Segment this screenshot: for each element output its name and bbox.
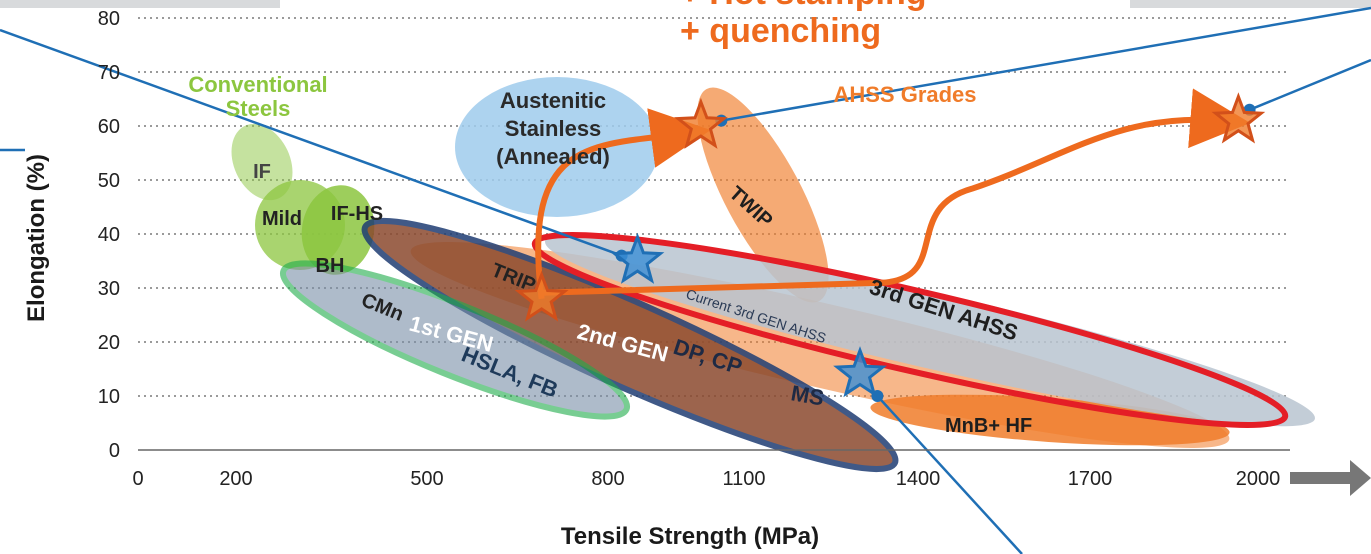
hot-stamping-arrows (535, 88, 1251, 300)
x-tick-label: 0 (132, 468, 143, 490)
1st-gen-region (279, 260, 631, 420)
star-orange-2 (674, 97, 728, 149)
x-axis-title: Tensile Strength (MPa) (561, 523, 819, 550)
conventional-steels-label: Conventional Steels (188, 72, 327, 121)
x-tick-label: 800 (591, 468, 624, 490)
ahss-grades-label: AHSS Grades (833, 82, 976, 107)
y-tick-label: 70 (98, 62, 120, 84)
y-tick-label: 30 (98, 278, 120, 300)
callout-line-1 (0, 28, 623, 257)
x-tick-label: 1100 (722, 468, 765, 490)
y-tick-label: 50 (98, 170, 120, 192)
y-tick-label: 20 (98, 332, 120, 354)
star-orange-1 (514, 270, 569, 322)
star-blue-2 (833, 346, 887, 398)
x-tick-label: 1400 (896, 468, 941, 490)
y-tick-label: 40 (98, 224, 120, 246)
mild-label: Mild (262, 208, 302, 230)
callout-line-3 (1249, 58, 1371, 111)
austenitic-region (455, 77, 659, 217)
y-tick-label: 0 (109, 440, 120, 462)
star-blue-1 (610, 232, 665, 284)
ms-label: MS (789, 380, 826, 410)
top-right-frame (1130, 0, 1371, 8)
callout-line-4 (876, 395, 1023, 554)
3rd-gen-region (531, 232, 1289, 428)
y-tick-label: 60 (98, 116, 120, 138)
mnb-hf-label: MnB+ HF (945, 415, 1032, 437)
y-tick-label: 10 (98, 386, 120, 408)
arrow-to-twip (535, 108, 711, 300)
if-region (231, 123, 293, 201)
x-tick-label: 500 (410, 468, 443, 490)
current-3rd-gen-region (545, 233, 1315, 427)
twip-region (697, 87, 829, 303)
star-markers (514, 92, 1266, 398)
hot-stamping-label: + Hot stamping+ quenching (680, 0, 927, 50)
ifhs-region (301, 185, 375, 275)
top-left-frame (0, 0, 280, 8)
callout-line-2 (721, 6, 1371, 122)
star-orange-3 (1211, 92, 1266, 144)
arrow-to-ms (541, 88, 1251, 296)
x-tick-label: 1700 (1068, 468, 1113, 490)
x-axis-arrow (1290, 460, 1371, 496)
x-tick-label: 2000 (1236, 468, 1281, 490)
bh-label: BH (316, 255, 345, 277)
austenitic-label: Austenitic Stainless (Annealed) (496, 88, 610, 169)
y-tick-label: 80 (98, 8, 120, 30)
y-axis-title: Elongation (%) (23, 154, 50, 322)
if-label: IF (253, 161, 271, 183)
x-tick-label: 200 (219, 468, 252, 490)
if-hs-label: IF-HS (331, 203, 383, 225)
